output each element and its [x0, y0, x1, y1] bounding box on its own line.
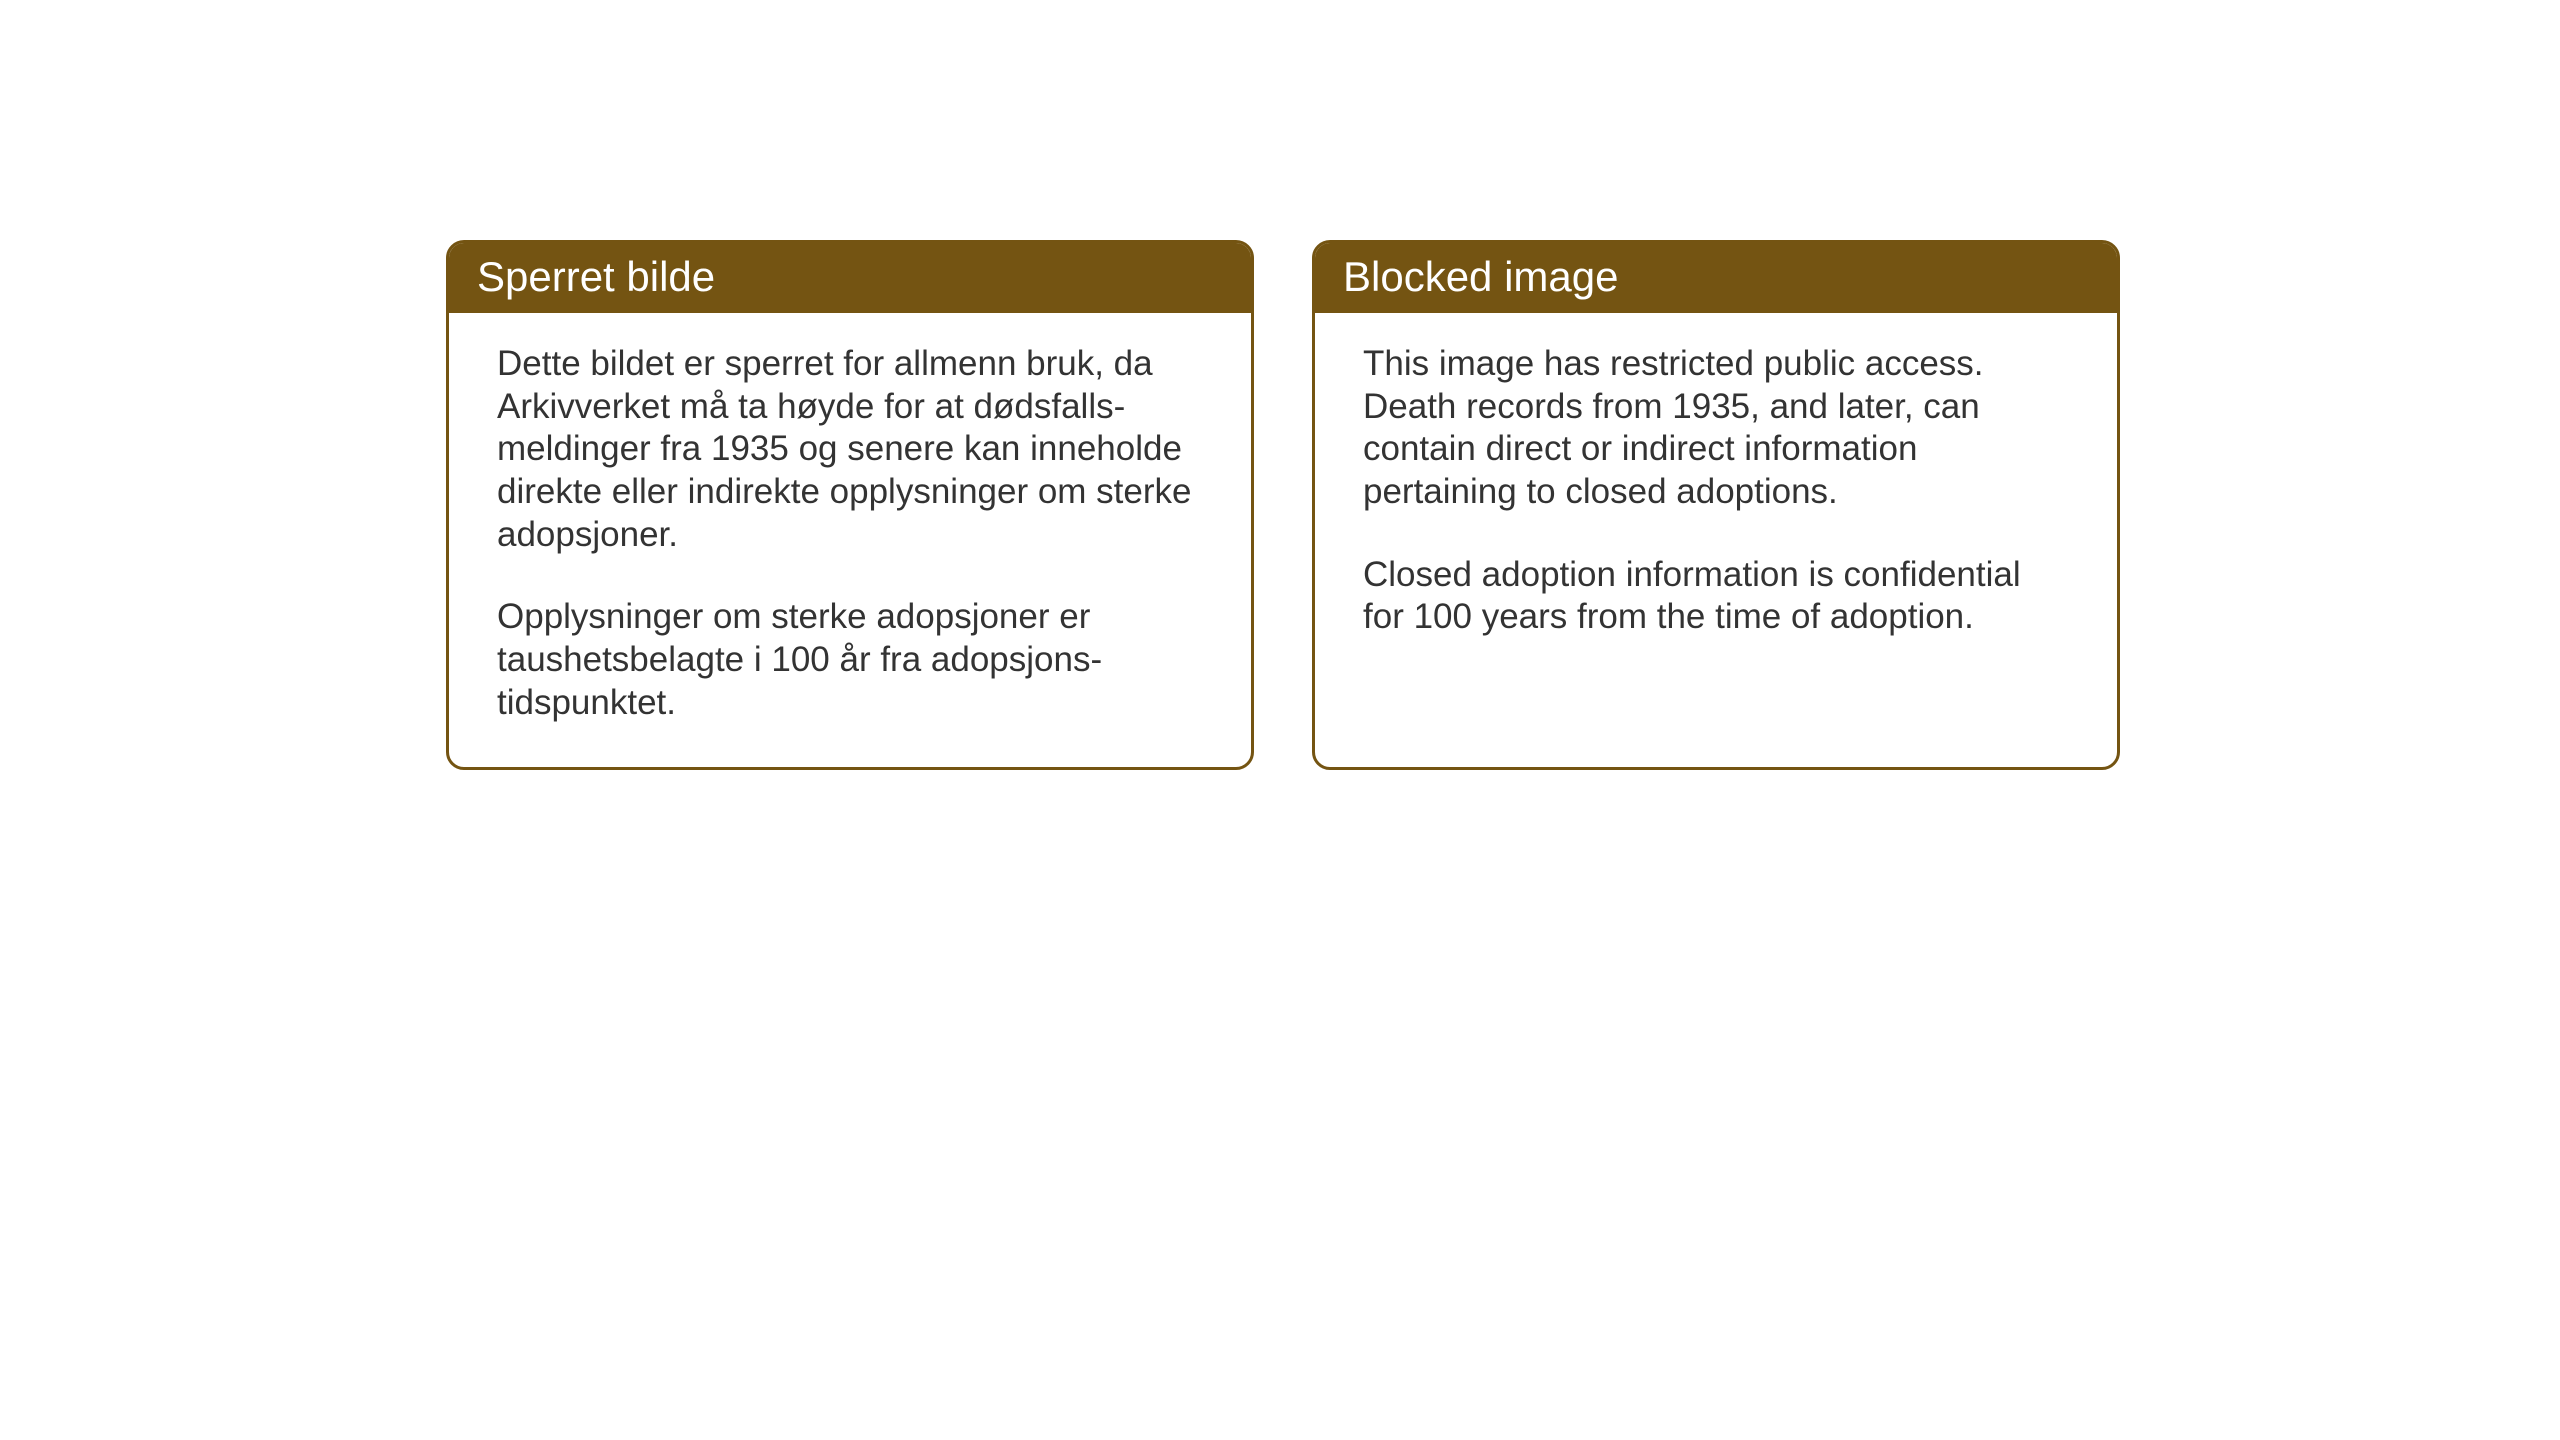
norwegian-card: Sperret bilde Dette bildet er sperret fo… — [446, 240, 1254, 770]
norwegian-paragraph-1: Dette bildet er sperret for allmenn bruk… — [497, 343, 1203, 556]
cards-container: Sperret bilde Dette bildet er sperret fo… — [0, 0, 2560, 770]
english-card-title: Blocked image — [1315, 243, 2117, 313]
norwegian-card-title: Sperret bilde — [449, 243, 1251, 313]
norwegian-card-body: Dette bildet er sperret for allmenn bruk… — [449, 313, 1251, 767]
english-paragraph-1: This image has restricted public access.… — [1363, 343, 2069, 514]
norwegian-paragraph-2: Opplysninger om sterke adopsjoner er tau… — [497, 596, 1203, 724]
english-card: Blocked image This image has restricted … — [1312, 240, 2120, 770]
english-card-body: This image has restricted public access.… — [1315, 313, 2117, 753]
english-paragraph-2: Closed adoption information is confident… — [1363, 554, 2069, 639]
